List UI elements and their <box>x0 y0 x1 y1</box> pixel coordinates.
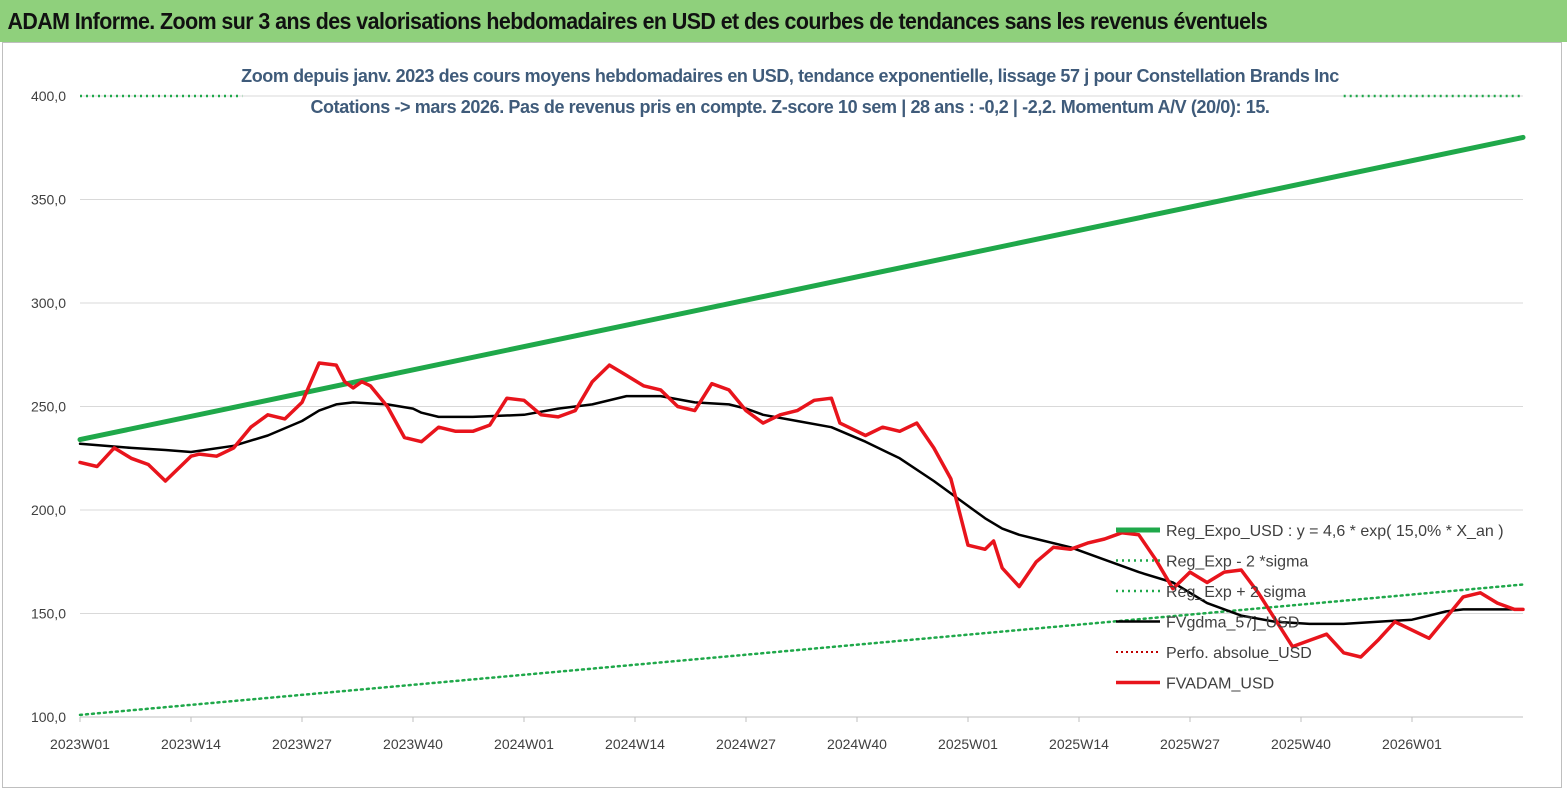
legend-item-perfo[interactable]: Perfo. absolue_USD <box>1116 645 1312 662</box>
chart-title-line2: Cotations -> mars 2026. Pas de revenus p… <box>310 97 1270 117</box>
legend-item-fvadam[interactable]: FVADAM_USD <box>1116 676 1274 693</box>
x-tick-label: 2025W01 <box>938 736 998 752</box>
legend[interactable]: Reg_Expo_USD : y = 4,6 * exp( 15,0% * X_… <box>1116 523 1504 693</box>
x-tick-label: 2023W27 <box>272 736 332 752</box>
x-axis-ticks: 2023W01 2023W14 2023W27 2023W40 2024W01 2024W… <box>50 717 1442 752</box>
y-tick-label: 150,0 <box>31 606 66 622</box>
series-layer <box>77 94 1526 717</box>
x-tick-label: 2023W01 <box>50 736 110 752</box>
x-tick-label: 2025W40 <box>1271 736 1331 752</box>
x-tick-label: 2026W01 <box>1382 736 1442 752</box>
x-tick-label: 2023W40 <box>383 736 443 752</box>
y-tick-label: 300,0 <box>31 295 66 311</box>
y-tick-label: 400,0 <box>31 88 66 104</box>
series-line-sigma-minus <box>78 583 1525 717</box>
legend-label: Reg_Exp + 2 sigma <box>1166 584 1306 601</box>
y-tick-label: 250,0 <box>31 399 66 415</box>
y-axis-ticks: 100,0 150,0 200,0 250,0 300,0 350,0 400,0 <box>31 88 66 725</box>
legend-item-sigma-minus[interactable]: Reg_Exp - 2 *sigma <box>1116 554 1308 571</box>
legend-item-fvgdma[interactable]: FVgdma_57j_USD <box>1116 615 1299 632</box>
chart-title-line1: Zoom depuis janv. 2023 des cours moyens … <box>241 66 1339 86</box>
x-tick-label: 2023W14 <box>161 736 221 752</box>
x-tick-label: 2024W27 <box>716 736 776 752</box>
y-tick-label: 100,0 <box>31 709 66 725</box>
legend-item-sigma-plus[interactable]: Reg_Exp + 2 sigma <box>1116 584 1306 601</box>
legend-label: Reg_Expo_USD : y = 4,6 * exp( 15,0% * X_… <box>1166 523 1504 540</box>
x-tick-label: 2025W27 <box>1160 736 1220 752</box>
x-tick-label: 2024W40 <box>827 736 887 752</box>
report-title: ADAM Informe. Zoom sur 3 ans des valoris… <box>7 7 1268 34</box>
x-tick-label: 2024W14 <box>605 736 665 752</box>
series-line-expo <box>77 134 1526 443</box>
legend-label: Perfo. absolue_USD <box>1166 645 1312 662</box>
series-line-fvadam <box>78 361 1525 659</box>
legend-item-expo[interactable]: Reg_Expo_USD : y = 4,6 * exp( 15,0% * X_… <box>1116 523 1504 540</box>
y-tick-label: 350,0 <box>31 192 66 208</box>
legend-label: FVADAM_USD <box>1166 676 1274 693</box>
legend-label: Reg_Exp - 2 *sigma <box>1166 554 1308 571</box>
x-tick-label: 2025W14 <box>1049 736 1109 752</box>
x-tick-label: 2024W01 <box>494 736 554 752</box>
series-line-fvgdma <box>78 394 1525 626</box>
y-tick-label: 200,0 <box>31 502 66 518</box>
report-banner: ADAM Informe. Zoom sur 3 ans des valoris… <box>0 0 1567 42</box>
legend-label: FVgdma_57j_USD <box>1166 615 1299 632</box>
